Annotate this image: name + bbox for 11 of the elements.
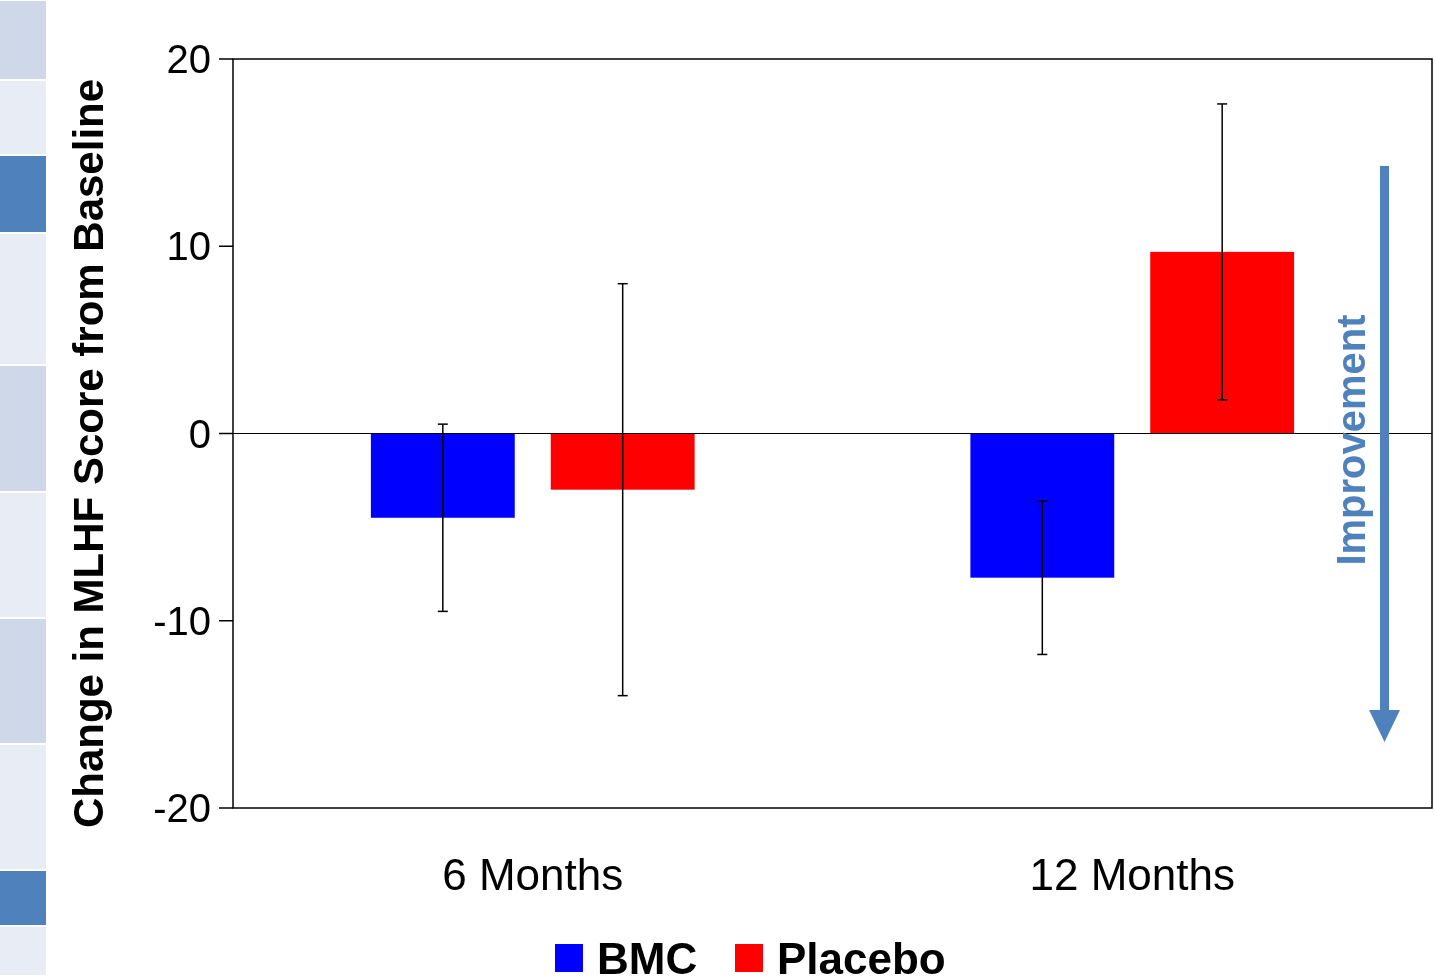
x-tick-label: 12 Months [1029,850,1235,899]
legend-label: Placebo [777,934,946,976]
x-tick-label: 6 Months [442,850,624,899]
y-axis-title: Change in MLHF Score from Baseline [65,78,112,829]
y-tick-label: 0 [188,411,211,456]
annotation: Improvement [1329,314,1373,566]
y-tick-label: -20 [153,786,211,830]
legend-label: BMC [597,934,698,976]
y-tick-label: -10 [153,598,211,643]
y-tick-label: 10 [166,224,211,269]
y-tick-label: 20 [166,37,211,81]
